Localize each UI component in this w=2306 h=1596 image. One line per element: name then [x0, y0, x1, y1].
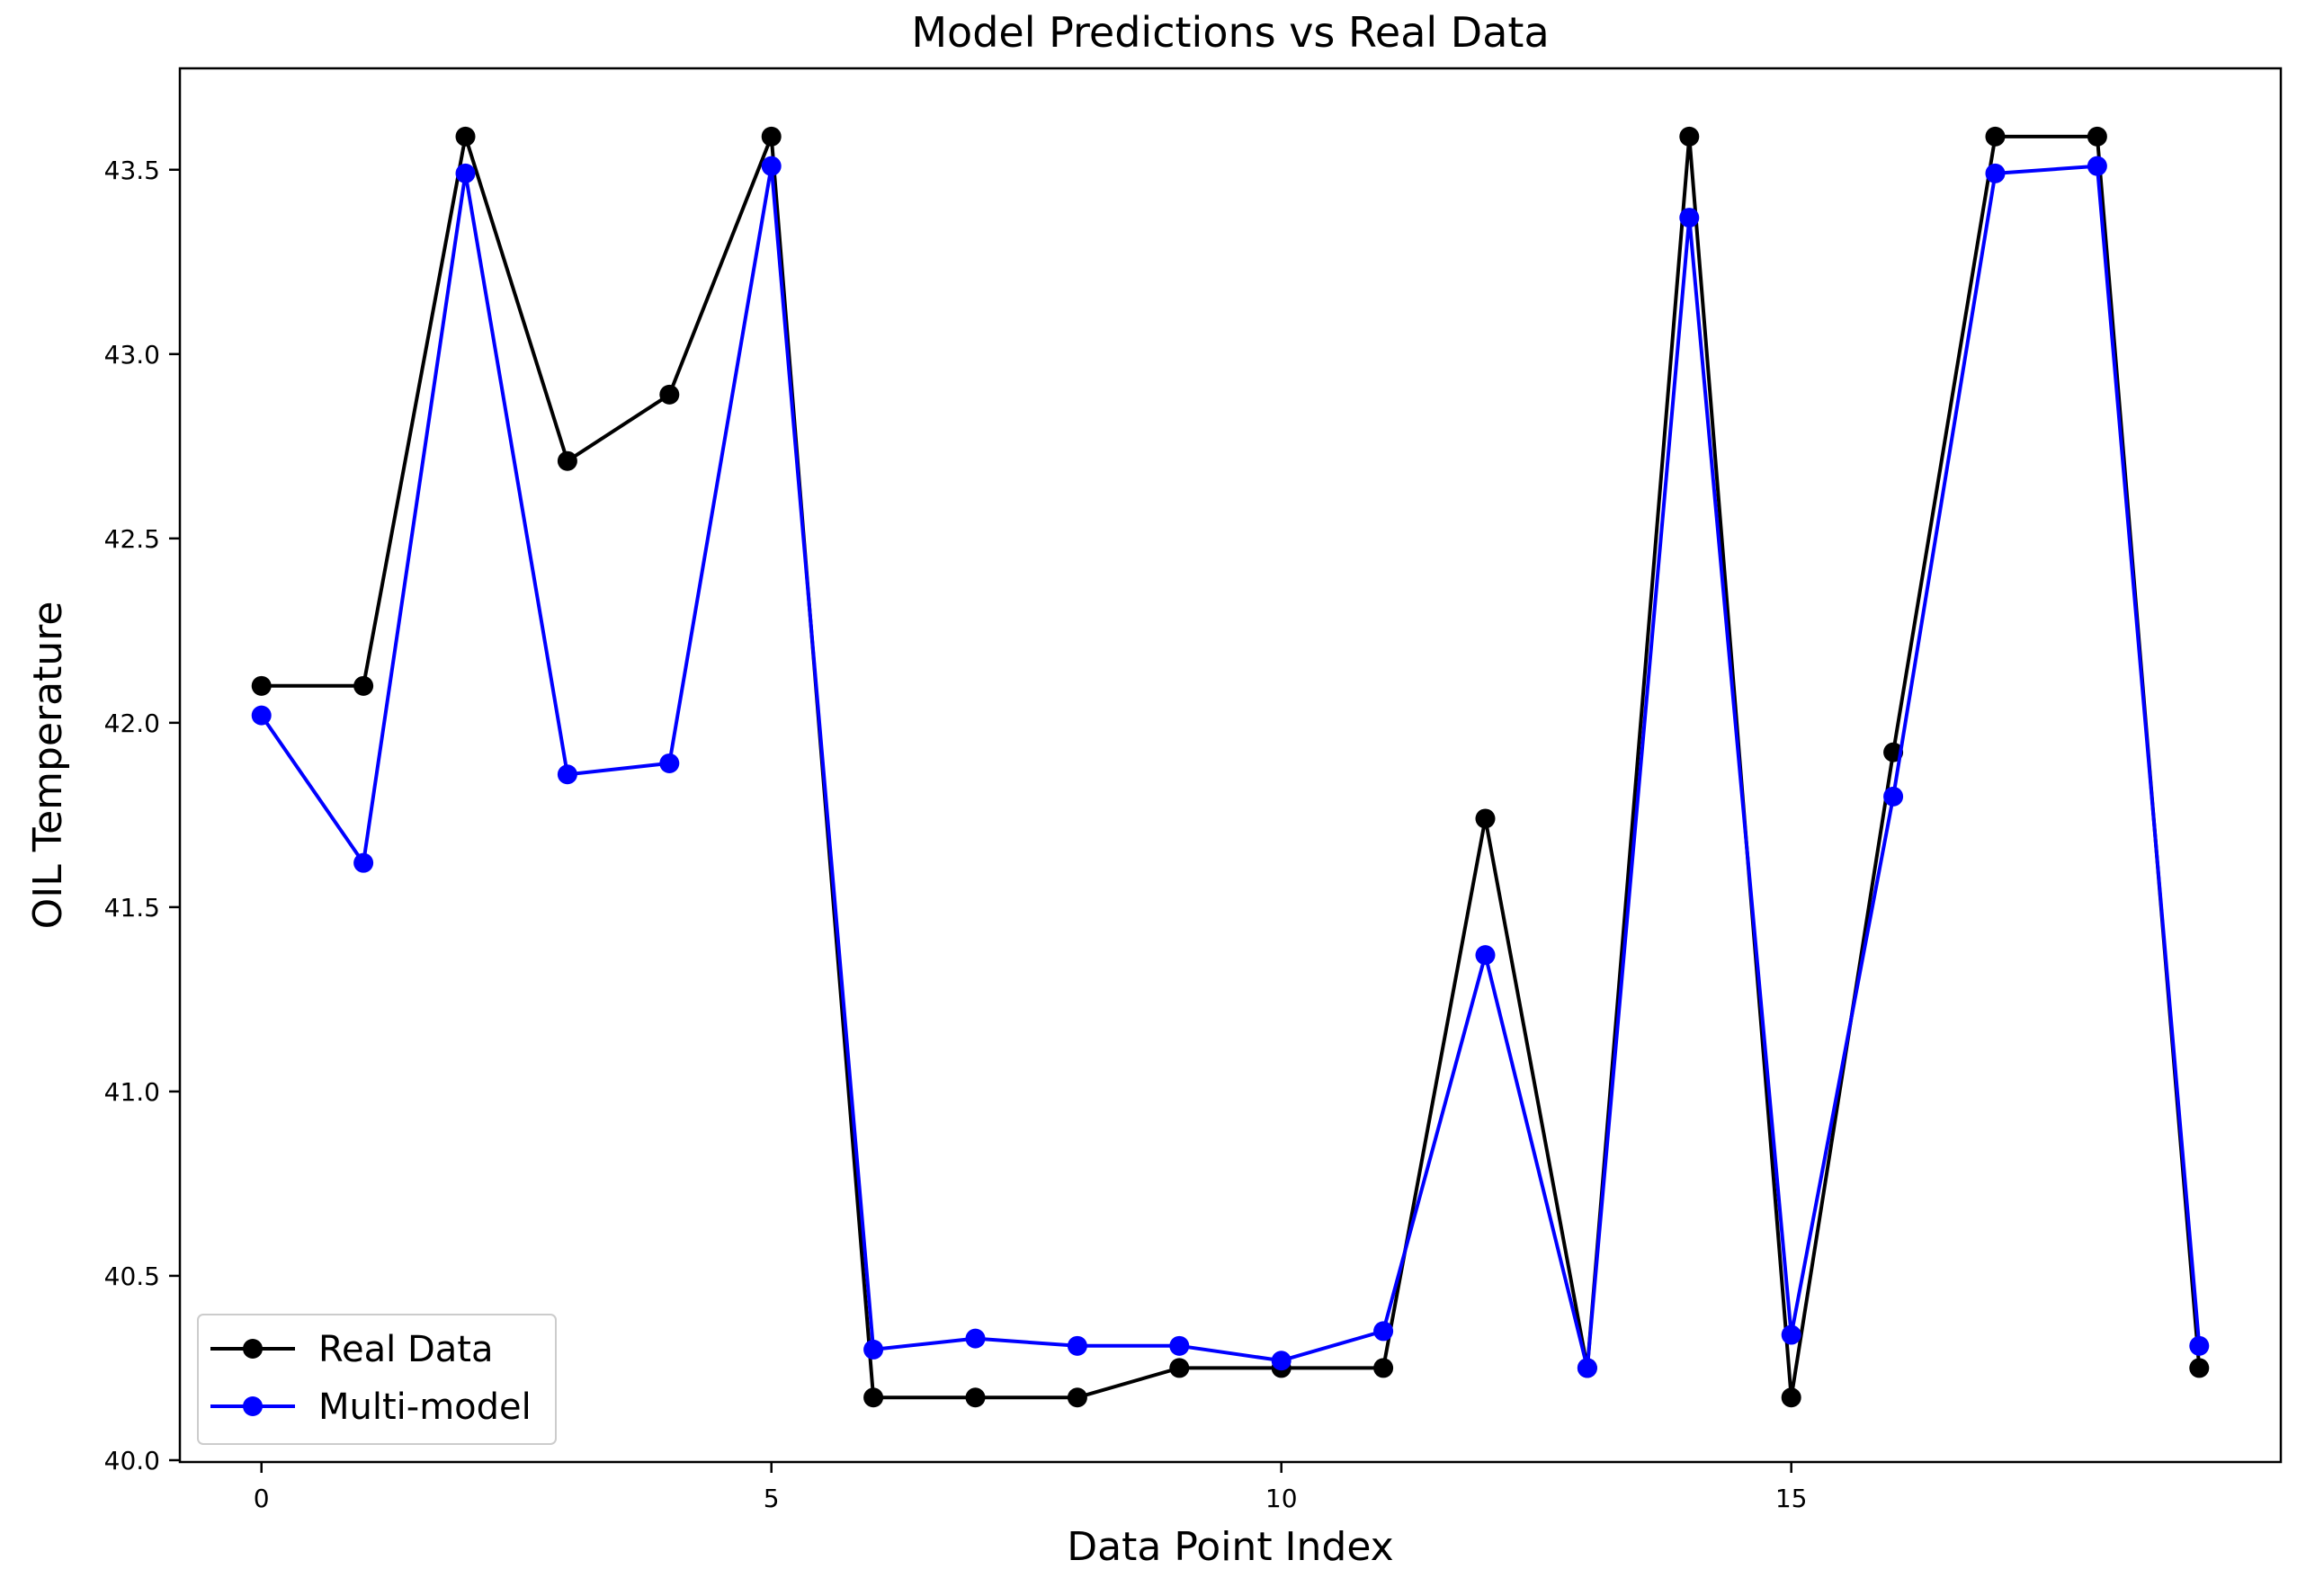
data-point-real-data — [1169, 1358, 1190, 1378]
y-tick-label: 42.0 — [104, 709, 160, 738]
data-point-real-data — [353, 675, 374, 696]
data-point-multi-model — [353, 852, 374, 873]
data-point-multi-model — [1271, 1351, 1292, 1371]
x-axis-ticks: 0 5 10 15 — [254, 1462, 1808, 1513]
data-point-real-data — [1985, 126, 2006, 147]
data-point-multi-model — [2087, 156, 2107, 176]
x-tick-label: 10 — [1265, 1484, 1298, 1513]
y-tick-label: 40.5 — [104, 1262, 160, 1291]
data-point-real-data — [659, 384, 680, 405]
legend: Real Data Multi-model — [197, 1314, 557, 1445]
x-tick-label: 15 — [1775, 1484, 1808, 1513]
data-point-multi-model — [2189, 1335, 2210, 1356]
data-point-real-data — [1373, 1358, 1394, 1378]
data-point-multi-model — [1067, 1335, 1087, 1356]
y-tick-label: 43.0 — [104, 340, 160, 370]
data-point-multi-model — [965, 1328, 986, 1349]
data-point-multi-model — [1985, 163, 2006, 183]
y-tick-label: 40.0 — [104, 1446, 160, 1476]
data-point-multi-model — [1679, 208, 1700, 228]
y-tick-label: 41.0 — [104, 1077, 160, 1107]
data-point-multi-model — [251, 705, 272, 726]
data-point-multi-model — [1781, 1324, 1801, 1345]
legend-marker-real-data — [243, 1339, 263, 1359]
series-layer — [251, 126, 2210, 1408]
series-line-multi-model — [260, 164, 2202, 1370]
data-point-real-data — [1475, 808, 1496, 829]
y-tick-label: 41.5 — [104, 893, 160, 923]
data-point-multi-model — [1475, 945, 1496, 966]
data-point-multi-model — [1169, 1335, 1190, 1356]
data-point-real-data — [965, 1387, 986, 1408]
data-point-multi-model — [455, 163, 476, 183]
y-axis-title: OIL Temperature — [25, 602, 71, 930]
legend-marker-multi-model — [243, 1396, 263, 1416]
legend-label-multi-model: Multi-model — [318, 1386, 532, 1428]
data-point-multi-model — [1883, 786, 1904, 807]
data-point-real-data — [761, 126, 782, 147]
data-point-real-data — [1781, 1387, 1801, 1408]
data-point-multi-model — [659, 753, 680, 773]
y-tick-label: 42.5 — [104, 524, 160, 554]
series-line-real-data — [261, 134, 2202, 1400]
y-tick-label: 43.5 — [104, 156, 160, 185]
x-tick-label: 0 — [254, 1484, 270, 1513]
data-point-multi-model — [1373, 1321, 1394, 1342]
chart-title: Model Predictions vs Real Data — [911, 8, 1549, 57]
x-axis-title: Data Point Index — [1067, 1524, 1393, 1570]
data-point-multi-model — [863, 1339, 884, 1360]
data-point-multi-model — [1577, 1358, 1597, 1378]
data-point-real-data — [863, 1387, 884, 1408]
data-point-real-data — [251, 675, 272, 696]
legend-label-real-data: Real Data — [318, 1329, 493, 1370]
data-point-real-data — [2087, 126, 2107, 147]
data-point-multi-model — [557, 764, 577, 785]
data-point-multi-model — [761, 156, 782, 176]
plot-frame — [178, 67, 2283, 1464]
data-point-real-data — [1067, 1387, 1087, 1408]
data-point-real-data — [2189, 1358, 2210, 1378]
x-tick-label: 5 — [764, 1484, 780, 1513]
y-axis-ticks: 40.0 40.5 41.0 41.5 42.0 42.5 43.0 43.5 — [104, 156, 180, 1476]
data-point-real-data — [1679, 126, 1700, 147]
data-point-real-data — [557, 450, 577, 471]
data-point-real-data — [455, 126, 476, 147]
